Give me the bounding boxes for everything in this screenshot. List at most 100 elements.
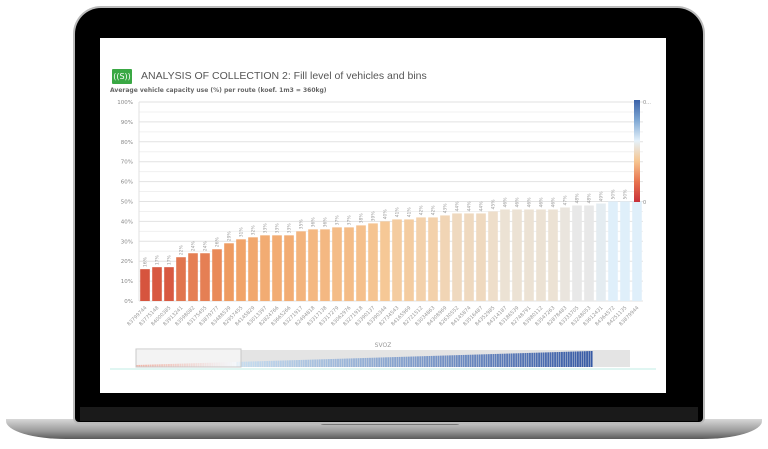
- bar: [332, 227, 342, 301]
- navigator-bar: [460, 355, 463, 367]
- navigator-bar: [307, 359, 310, 367]
- navigator-bar: [332, 358, 335, 367]
- navigator-bar: [382, 357, 385, 367]
- bar: [272, 235, 282, 301]
- navigator-bar: [245, 361, 248, 367]
- navigator-selection-handle[interactable]: [135, 348, 242, 368]
- navigator-bar: [494, 353, 497, 367]
- navigator-bar: [586, 351, 588, 367]
- navigator-bar: [588, 351, 591, 367]
- bar: [176, 257, 186, 301]
- navigator-bar: [387, 357, 390, 367]
- navigator-bar: [469, 354, 472, 367]
- data-label: 16%: [143, 256, 149, 267]
- navigator-bar: [412, 356, 415, 367]
- navigator-bar: [407, 356, 410, 367]
- navigator-bar: [540, 352, 543, 367]
- navigator-bar: [316, 359, 319, 367]
- y-tick-label: 30%: [121, 239, 133, 245]
- color-legend-top-label: 0...: [643, 100, 651, 106]
- navigator-bar: [430, 355, 433, 367]
- navigator-bar: [579, 351, 582, 367]
- bar: [368, 223, 378, 301]
- data-label: 35%: [299, 219, 305, 230]
- navigator-bar: [465, 354, 467, 367]
- y-tick-label: 40%: [121, 219, 133, 225]
- navigator-bar: [501, 353, 504, 367]
- navigator-bar: [247, 361, 250, 367]
- bar-chart: 0%10%20%30%40%50%60%70%80%90%100%16%8379…: [110, 100, 656, 370]
- navigator-bar: [497, 353, 499, 367]
- navigator-bar: [574, 351, 577, 367]
- navigator-bar: [531, 352, 534, 367]
- bar: [152, 267, 162, 301]
- data-label: 33%: [263, 223, 269, 234]
- navigator-bar: [396, 356, 399, 367]
- data-label: 50%: [623, 189, 629, 200]
- navigator-bar: [369, 357, 371, 367]
- navigator-bar: [405, 356, 408, 367]
- data-label: 46%: [527, 197, 533, 208]
- navigator-bar: [355, 358, 358, 367]
- navigator-bar: [522, 353, 524, 367]
- navigator-bar: [439, 355, 442, 367]
- navigator-bar: [314, 359, 317, 367]
- navigator-bar: [510, 353, 513, 367]
- navigator-bar: [282, 360, 285, 367]
- y-tick-label: 20%: [121, 259, 133, 265]
- bar: [224, 243, 234, 301]
- navigator-bar: [410, 356, 413, 367]
- data-label: 44%: [479, 201, 485, 212]
- bar: [476, 213, 486, 301]
- navigator-bar: [318, 359, 321, 367]
- data-label: 49%: [599, 191, 605, 202]
- navigator-bar: [339, 358, 342, 367]
- navigator-bar: [549, 352, 552, 367]
- navigator-bar: [302, 359, 305, 367]
- navigator-bar: [577, 351, 579, 367]
- navigator-bar: [364, 357, 367, 367]
- navigator-bar: [428, 355, 431, 367]
- bar: [620, 201, 630, 301]
- navigator-bar: [298, 360, 301, 367]
- navigator-bar: [590, 351, 593, 367]
- navigator-bar: [471, 354, 474, 367]
- navigator-bar: [293, 360, 296, 367]
- navigator-bar: [492, 354, 495, 367]
- navigator-bar: [394, 357, 397, 367]
- bar: [452, 213, 462, 301]
- navigator-bar: [289, 360, 291, 367]
- bar: [500, 209, 510, 301]
- navigator-bar: [487, 354, 490, 367]
- color-legend-bottom-label: 0: [643, 200, 646, 206]
- bar: [440, 215, 450, 301]
- navigator-bar: [458, 355, 461, 367]
- bar: [308, 229, 318, 301]
- navigator-bar: [254, 361, 257, 367]
- bar: [572, 205, 582, 301]
- navigator-bar: [252, 361, 255, 367]
- data-label: 50%: [611, 189, 617, 200]
- navigator-bar: [279, 360, 282, 367]
- navigator-bar: [261, 361, 264, 367]
- navigator-bar: [305, 359, 307, 367]
- navigator-bar: [476, 354, 479, 367]
- data-label: 46%: [539, 197, 545, 208]
- data-label: 31%: [239, 227, 245, 238]
- navigator-bar: [533, 352, 536, 367]
- navigator-bar: [529, 352, 531, 367]
- navigator-bar: [257, 361, 259, 367]
- navigator-bar: [362, 358, 365, 367]
- bar: [344, 227, 354, 301]
- navigator-bar: [389, 357, 392, 367]
- navigator-bar: [241, 361, 243, 367]
- navigator-bar: [442, 355, 445, 367]
- navigator-bar: [330, 359, 333, 367]
- navigator-bar: [243, 361, 246, 367]
- y-tick-label: 10%: [121, 279, 133, 285]
- bar: [584, 205, 594, 301]
- navigator-bar: [524, 353, 527, 367]
- navigator-bar: [401, 356, 403, 367]
- data-label: 41%: [407, 207, 413, 218]
- color-legend-bar: [634, 100, 640, 202]
